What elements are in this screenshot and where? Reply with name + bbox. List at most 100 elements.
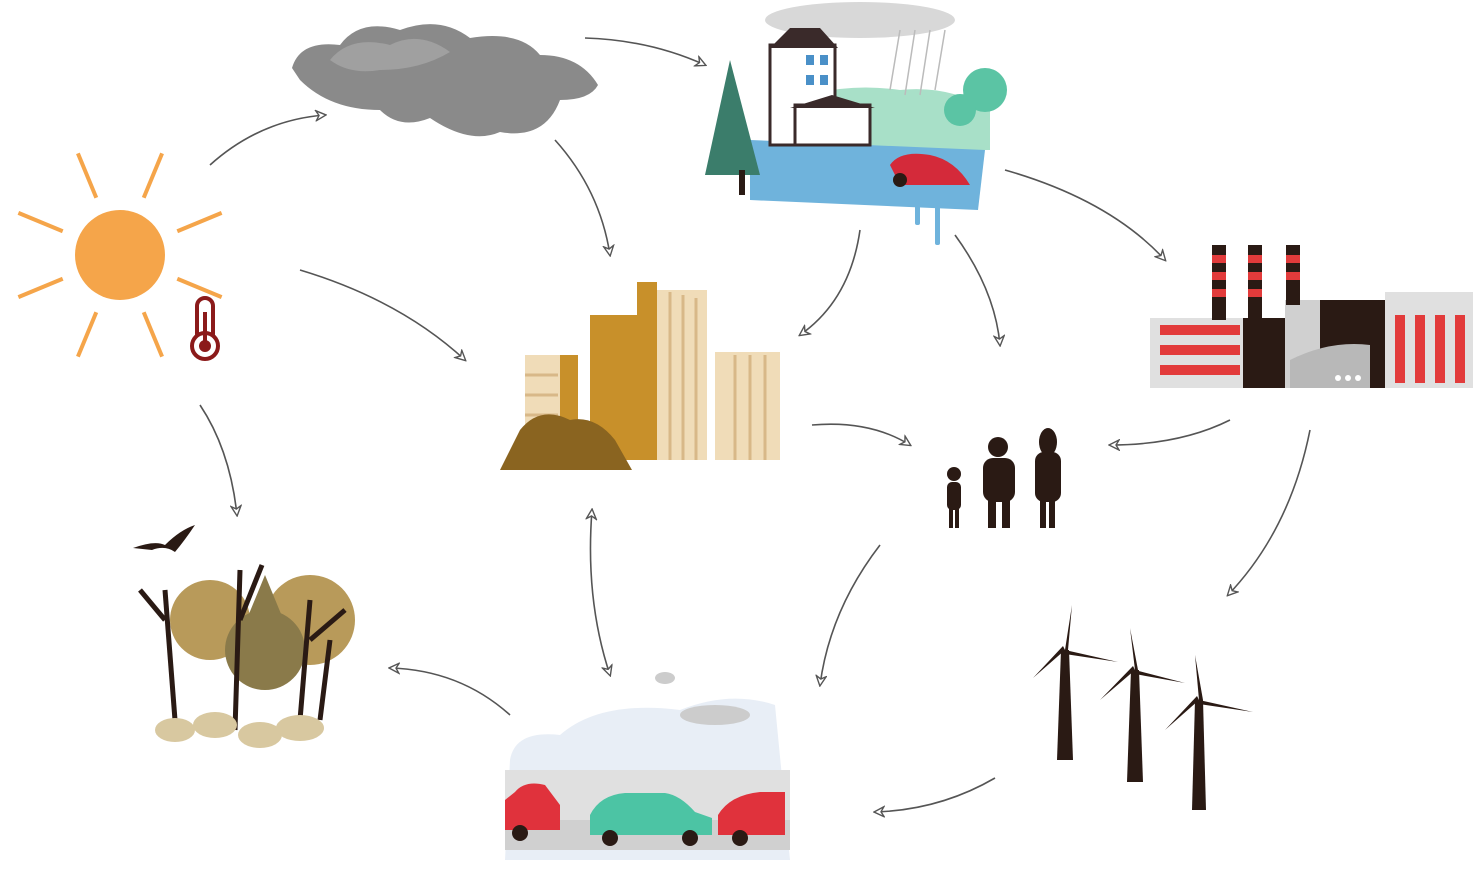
wind-turbines-part (1065, 650, 1118, 662)
factory-part-part (1212, 272, 1226, 280)
arrows-part (955, 235, 1000, 345)
arrows-part (812, 424, 910, 445)
people-part (955, 505, 959, 528)
sun (18, 153, 221, 356)
flood-scene-part (944, 94, 976, 126)
factory-part-part (1248, 289, 1262, 297)
flood-scene-part-part (905, 30, 915, 95)
forest (133, 525, 355, 748)
people (947, 428, 1061, 528)
arrows-part (1005, 170, 1165, 260)
city-part (715, 352, 780, 460)
flood-scene-part-part (935, 30, 945, 90)
flood-scene-part (705, 60, 760, 175)
climate-cycle-diagram (0, 0, 1484, 877)
flood-scene-part (915, 200, 920, 225)
flood-scene-part (795, 105, 870, 145)
people-part (1040, 498, 1046, 528)
factory-part-part (1335, 375, 1341, 381)
flood-scene-part (739, 170, 745, 195)
forest-part (133, 525, 195, 552)
arrows-part (555, 140, 610, 255)
thermometer (192, 298, 218, 359)
wind-turbines-part (1065, 605, 1072, 650)
people-part (947, 467, 961, 481)
flood-scene-part-part (890, 30, 900, 90)
people-part (1039, 428, 1057, 456)
traffic (505, 672, 790, 860)
factory-part (1335, 375, 1361, 381)
forest-part-part (155, 718, 195, 742)
factory-part-part (1345, 375, 1351, 381)
wind-turbines (1033, 605, 1253, 810)
wind-turbines-part (1165, 696, 1199, 730)
flood-scene-part (890, 30, 945, 95)
arrows-part (1110, 420, 1230, 445)
wind-turbines-part (1130, 628, 1138, 670)
factory-part-part (1160, 345, 1240, 355)
flood-scene-part (935, 200, 940, 245)
city-part (637, 282, 657, 460)
wind-turbines-part (1135, 670, 1185, 683)
flood-scene-part-part (820, 75, 828, 85)
factory-part-part (1286, 255, 1300, 263)
sun-part (78, 153, 96, 197)
arrows-part (210, 115, 325, 165)
people-part (988, 437, 1008, 457)
arrows-part (585, 38, 705, 65)
sun-part (18, 279, 62, 297)
sun-part (144, 312, 162, 356)
wind-turbines-part (1100, 666, 1135, 700)
factory-part-part (1395, 315, 1405, 383)
wind-turbines-part (1192, 700, 1206, 810)
flood-scene-part-part (920, 30, 930, 95)
forest-part-part (140, 590, 165, 620)
traffic-part-part (602, 830, 618, 846)
flood-scene-part-part (806, 55, 814, 65)
traffic-part-part (682, 830, 698, 846)
cloud (292, 24, 598, 136)
arrows-part (200, 405, 237, 515)
people-part (988, 498, 996, 528)
factory-part-part (1160, 365, 1240, 375)
forest-part (155, 712, 324, 748)
traffic-part-part (732, 830, 748, 846)
flood-scene-part-part (820, 55, 828, 65)
factory (1150, 245, 1473, 388)
wind-turbines-part (1057, 650, 1073, 760)
sun-part (177, 279, 221, 297)
forest-part-part (238, 722, 282, 748)
factory-part-part (1415, 315, 1425, 383)
sun-part (75, 210, 165, 300)
wind-turbines-part (1195, 655, 1203, 700)
arrows-part (590, 510, 610, 675)
factory-part-part (1286, 272, 1300, 280)
sun-part (144, 153, 162, 197)
arrows-part (820, 545, 880, 685)
people-part (1035, 452, 1061, 502)
traffic-part (680, 705, 750, 725)
sun-part (177, 213, 221, 231)
factory-part-part (1248, 272, 1262, 280)
traffic-part-part (512, 825, 528, 841)
factory-part-part (1160, 325, 1240, 335)
forest-part-part (276, 715, 324, 741)
arrows-part (875, 778, 995, 812)
wind-turbines-part (1199, 700, 1253, 712)
thermometer-part (199, 340, 211, 352)
factory-part-part (1248, 255, 1262, 263)
arrows-part (1228, 430, 1310, 595)
wind-turbines-part (1127, 670, 1143, 782)
factory-part (1243, 318, 1288, 388)
flood-scene (705, 2, 1007, 245)
people-part (1049, 498, 1055, 528)
factory-part-part (1435, 315, 1445, 383)
traffic-part (655, 672, 675, 684)
cloud-part (292, 24, 598, 136)
arrows-part (390, 668, 510, 715)
factory-part-part (1212, 289, 1226, 297)
people-part (1002, 498, 1010, 528)
flood-scene-part (893, 173, 907, 187)
arrows-part (300, 270, 465, 360)
forest-part-part (193, 712, 237, 738)
